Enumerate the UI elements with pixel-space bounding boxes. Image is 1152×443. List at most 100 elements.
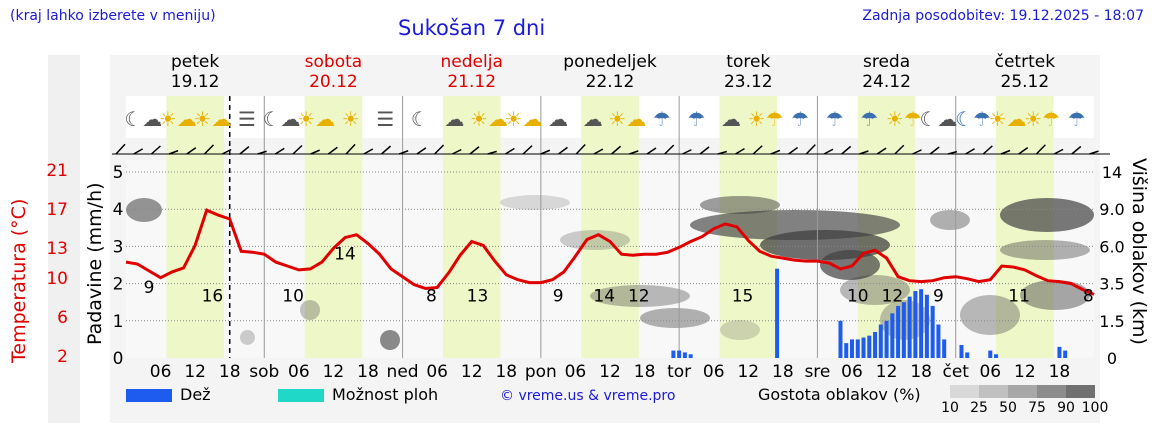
x-tick-label: 18 (910, 362, 932, 382)
cloud-rain-icon: ☂ (860, 107, 878, 131)
temperature-line (125, 208, 1095, 296)
x-tick-label: 06 (703, 362, 725, 382)
wind-barb (699, 146, 710, 155)
wind-barb (717, 150, 728, 155)
x-tick-label: 06 (150, 362, 172, 382)
wind-barb (682, 149, 692, 155)
x-tick-label: 12 (323, 362, 345, 382)
temp-tick: 2 (57, 347, 68, 367)
wind-barb (611, 145, 622, 155)
cloud-icon: ☁ (583, 107, 603, 131)
precip-tick: 4 (113, 200, 124, 220)
rain-bar (688, 354, 693, 358)
subtitle[interactable]: (kraj lahko izberete v meniju) (10, 8, 216, 24)
x-tick-label: 06 (979, 362, 1001, 382)
sun-cloud-icon: ☀☁ (297, 107, 335, 131)
moon-cloud-rain-icon: ☾☂ (955, 107, 991, 131)
density-swatch (1066, 385, 1095, 398)
wind-barb (1000, 149, 1011, 155)
rain-bar (878, 324, 883, 358)
day-date: 19.12 (170, 72, 220, 92)
day-date: 21.12 (447, 72, 497, 92)
daytime-band (166, 96, 224, 358)
rain-bar (861, 337, 866, 358)
temp-label: 10 (282, 287, 304, 307)
wind-barb (1035, 144, 1046, 155)
moon-cloud-icon: ☾☁ (263, 107, 301, 131)
x-tick-label: ned (387, 362, 419, 382)
temp-label: 15 (732, 287, 754, 307)
wind-barb (239, 146, 250, 155)
x-tick-label: 12 (599, 362, 621, 382)
day-header: sreda 24.12 (827, 52, 947, 92)
temp-label: 9 (933, 287, 944, 307)
day-header: četrtek 25.12 (965, 52, 1085, 92)
x-tick-label: 18 (495, 362, 517, 382)
wind-barb (203, 144, 215, 155)
wind-barb (664, 144, 675, 155)
rain-bar (867, 335, 872, 358)
precip-tick: 1 (113, 312, 124, 332)
precip-tick: 3 (113, 237, 124, 257)
rain-bar (855, 339, 860, 358)
sun-cloud-rain-icon: ☀☂ (1024, 107, 1060, 131)
cloud-cover (930, 210, 970, 230)
temp-label: 13 (467, 287, 489, 307)
wind-barb (221, 148, 232, 155)
rain-bar (873, 331, 878, 358)
rain-bar (671, 350, 676, 358)
rain-bar (896, 305, 901, 358)
day-header: sobota 20.12 (273, 52, 393, 92)
temp-label: 10 (847, 287, 869, 307)
wind-barb (876, 147, 887, 155)
cloud-cover (1000, 198, 1094, 232)
cloud-rain-icon: ☂ (826, 107, 844, 131)
cloud-cover (300, 300, 320, 320)
x-tick-label: tor (667, 362, 691, 382)
wind-barb (929, 146, 940, 155)
rain-bar (1063, 350, 1068, 358)
cloud-cover (1000, 240, 1090, 260)
wind-barb (805, 144, 816, 155)
rain-bar (919, 289, 924, 358)
cloud-cover (840, 275, 910, 305)
rain-bar (677, 350, 682, 358)
day-date: 23.12 (723, 72, 773, 92)
cloud-rain-icon: ☂ (653, 107, 671, 131)
x-tick-label: 06 (841, 362, 863, 382)
rain-bar (994, 354, 999, 358)
sun-cloud-icon: ☀☁ (989, 107, 1027, 131)
rain-bar (965, 352, 970, 358)
wind-barb (965, 148, 975, 155)
x-tick-label: 12 (184, 362, 206, 382)
wind-barb (150, 145, 161, 155)
day-header: petek 19.12 (135, 52, 255, 92)
fog-icon: ☰ (238, 107, 256, 131)
wind-barb (416, 147, 427, 155)
rain-legend-label: Dež (180, 385, 211, 404)
cloud-cover (240, 330, 255, 345)
cloud-height-tick: 1.5 (1099, 312, 1124, 331)
cloud-rain-icon: ☂ (791, 107, 809, 131)
temp-tick: 10 (46, 268, 68, 289)
sun-cloud-icon: ☀☁ (193, 107, 231, 131)
moon-cloud-icon: ☾☁ (919, 107, 957, 131)
x-tick-label: 18 (1049, 362, 1071, 382)
rain-legend-swatch (126, 389, 172, 402)
density-tick: 25 (970, 400, 988, 416)
wind-barb (646, 147, 657, 155)
wind-barb (788, 146, 799, 155)
day-date: 20.12 (309, 72, 358, 92)
daytime-band (581, 96, 639, 358)
cloud-height-tick: 0 (1107, 349, 1117, 368)
rain-bar (942, 339, 947, 358)
x-tick-label: 18 (357, 362, 379, 382)
sun-cloud-icon: ☀☁ (505, 107, 543, 131)
density-swatch (1008, 385, 1037, 398)
wind-barb (186, 147, 197, 155)
cloud-cover (960, 295, 1020, 335)
temp-label: 8 (426, 287, 437, 307)
credit-link[interactable]: © vreme.us & vreme.pro (500, 388, 676, 404)
cloud-icon: ☁ (721, 107, 741, 131)
day-name: sobota (304, 52, 363, 72)
